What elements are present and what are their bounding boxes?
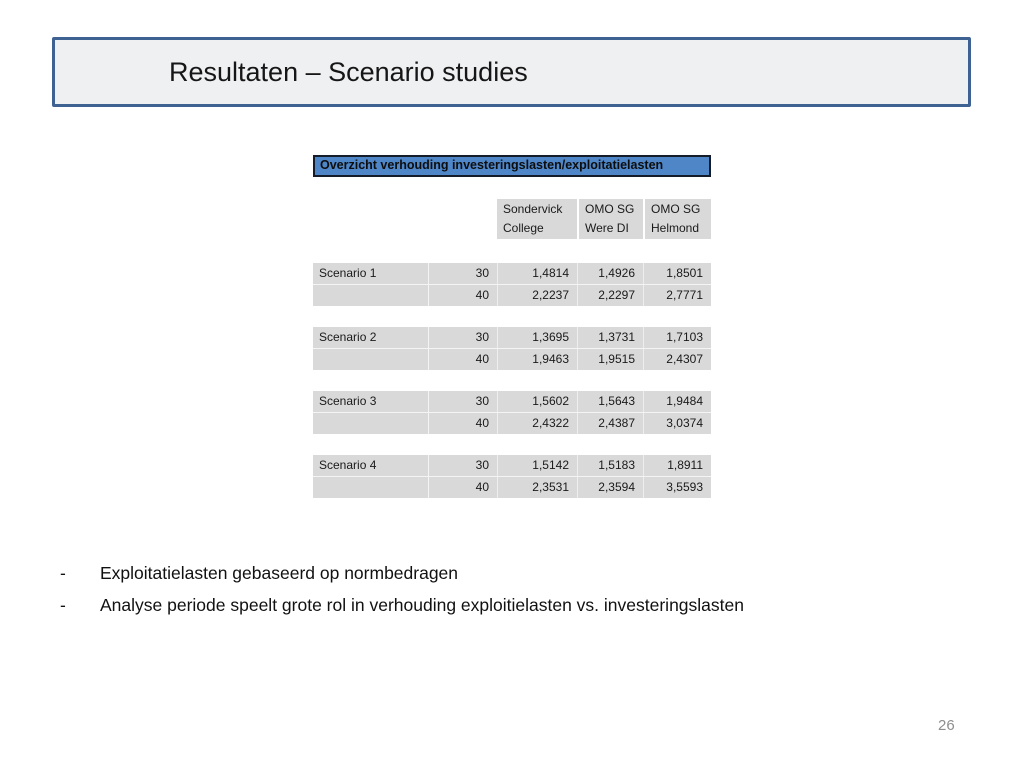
years-cell: 30 (428, 391, 497, 412)
value-cell: 1,3695 (497, 327, 577, 348)
value-cell: 2,2297 (577, 285, 643, 306)
table-row: 40 2,2237 2,2297 2,7771 (313, 284, 711, 306)
scenario-label: Scenario 4 (319, 458, 377, 472)
table-title-bar: Overzicht verhouding investeringslasten/… (313, 155, 711, 177)
ratio-table: Overzicht verhouding investeringslasten/… (313, 155, 711, 498)
value-cell: 1,9463 (497, 349, 577, 370)
value-cell: 1,7103 (643, 327, 711, 348)
value-cell: 2,3594 (577, 477, 643, 498)
value-cell: 3,5593 (643, 477, 711, 498)
scenario-label-empty (313, 413, 428, 434)
scenario-label: Scenario 1 (319, 266, 377, 280)
table-row: Scenario 4 30 1,5142 1,5183 1,8911 (313, 455, 711, 476)
value-cell: 1,8501 (643, 263, 711, 284)
value-cell: 2,4322 (497, 413, 577, 434)
value-cell: 1,5142 (497, 455, 577, 476)
scenario-label-empty (313, 285, 428, 306)
column-header-omo-sg-were-di: OMO SG Were DI (577, 199, 643, 239)
value-cell: 3,0374 (643, 413, 711, 434)
value-cell: 1,5602 (497, 391, 577, 412)
value-cell: 1,8911 (643, 455, 711, 476)
value-cell: 1,4814 (497, 263, 577, 284)
scenario-block-1: Scenario 1 30 1,4814 1,4926 1,8501 40 2,… (313, 263, 711, 306)
slide-title-box: Resultaten – Scenario studies (52, 37, 971, 107)
scenario-label: Scenario 3 (319, 394, 377, 408)
bullet-text: Exploitatielasten gebaseerd op normbedra… (100, 563, 459, 583)
years-cell: 30 (428, 455, 497, 476)
table-row: 40 2,4322 2,4387 3,0374 (313, 412, 711, 434)
value-cell: 2,7771 (643, 285, 711, 306)
list-item: - Analyse periode speelt grote rol in ve… (60, 589, 744, 621)
bullet-list: - Exploitatielasten gebaseerd op normbed… (60, 557, 744, 621)
value-cell: 1,5183 (577, 455, 643, 476)
bullet-text: Analyse periode speelt grote rol in verh… (100, 595, 744, 615)
scenario-block-3: Scenario 3 30 1,5602 1,5643 1,9484 40 2,… (313, 391, 711, 434)
bullet-marker: - (60, 595, 66, 615)
value-cell: 1,3731 (577, 327, 643, 348)
years-cell: 40 (428, 285, 497, 306)
page-number: 26 (938, 717, 955, 734)
value-cell: 2,3531 (497, 477, 577, 498)
scenario-label-empty (313, 477, 428, 498)
table-row: Scenario 1 30 1,4814 1,4926 1,8501 (313, 263, 711, 284)
table-row: 40 1,9463 1,9515 2,4307 (313, 348, 711, 370)
table-row: Scenario 3 30 1,5602 1,5643 1,9484 (313, 391, 711, 412)
table-column-headers: Sondervick College OMO SG Were DI OMO SG… (497, 199, 711, 239)
value-cell: 1,9515 (577, 349, 643, 370)
column-header-omo-sg-helmond: OMO SG Helmond (643, 199, 711, 239)
value-cell: 1,9484 (643, 391, 711, 412)
scenario-label: Scenario 2 (319, 330, 377, 344)
list-item: - Exploitatielasten gebaseerd op normbed… (60, 557, 744, 589)
value-cell: 2,2237 (497, 285, 577, 306)
years-cell: 40 (428, 349, 497, 370)
page-title: Resultaten – Scenario studies (169, 57, 528, 87)
years-cell: 30 (428, 327, 497, 348)
table-row: Scenario 2 30 1,3695 1,3731 1,7103 (313, 327, 711, 348)
value-cell: 1,5643 (577, 391, 643, 412)
years-cell: 30 (428, 263, 497, 284)
table-row: 40 2,3531 2,3594 3,5593 (313, 476, 711, 498)
column-header-sondervick-college: Sondervick College (497, 199, 577, 239)
years-cell: 40 (428, 413, 497, 434)
bullet-marker: - (60, 563, 66, 583)
years-cell: 40 (428, 477, 497, 498)
value-cell: 2,4387 (577, 413, 643, 434)
scenario-label-empty (313, 349, 428, 370)
value-cell: 1,4926 (577, 263, 643, 284)
scenario-block-2: Scenario 2 30 1,3695 1,3731 1,7103 40 1,… (313, 327, 711, 370)
value-cell: 2,4307 (643, 349, 711, 370)
scenario-block-4: Scenario 4 30 1,5142 1,5183 1,8911 40 2,… (313, 455, 711, 498)
